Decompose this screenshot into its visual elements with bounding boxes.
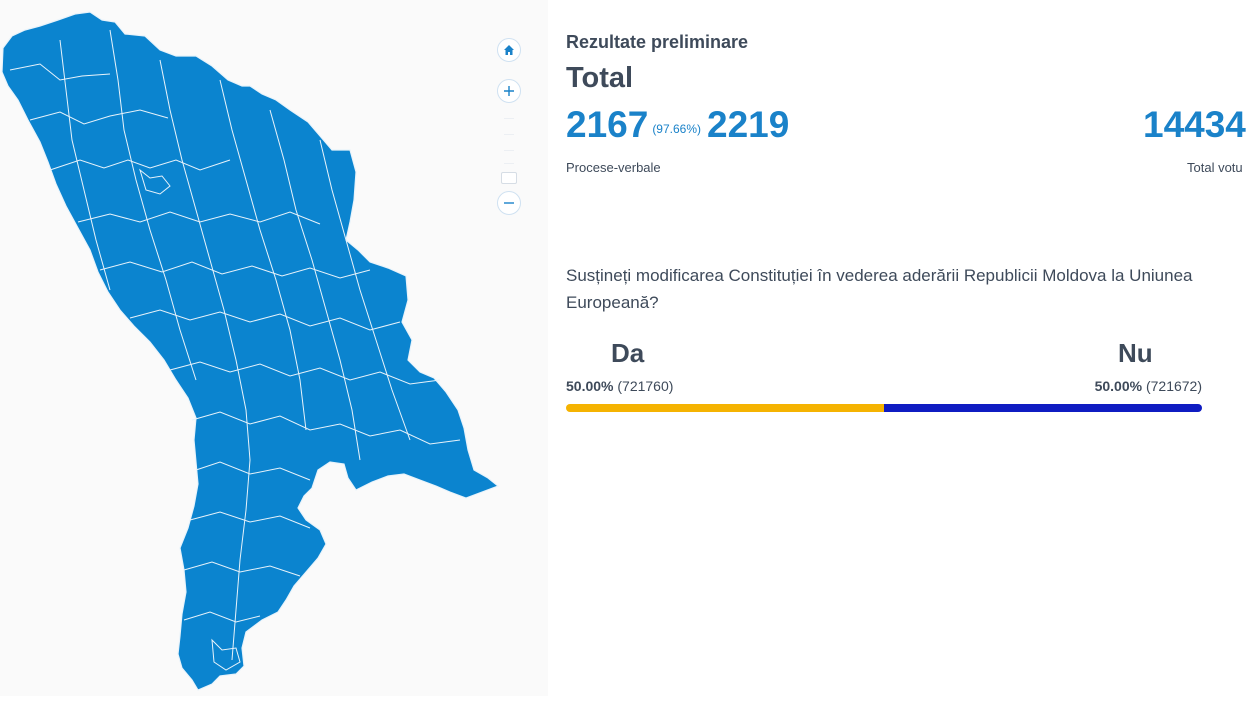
moldova-map[interactable]	[0, 0, 548, 696]
home-icon	[504, 45, 514, 55]
option-da-votes: (721760)	[617, 378, 674, 394]
zoom-slider-handle[interactable]	[501, 172, 517, 184]
results-bar-da	[566, 404, 884, 412]
option-nu-votes: (721672)	[1145, 378, 1202, 394]
total-votes-count: 14434	[1143, 104, 1246, 145]
option-da-result: 50.00% (721760)	[566, 378, 673, 394]
option-nu-percent: 50.00%	[1094, 378, 1143, 394]
zoom-in-button[interactable]	[497, 79, 521, 103]
processed-count: 2167	[566, 104, 649, 145]
processed-percent: (97.66%)	[652, 122, 702, 136]
zoom-track-tick	[504, 150, 514, 151]
plus-icon	[504, 86, 514, 96]
zoom-track-tick	[504, 134, 514, 135]
zoom-track-tick	[504, 118, 514, 119]
total-processes-count: 2219	[707, 104, 790, 145]
country-shape[interactable]	[1, 11, 500, 691]
district-boundaries	[9, 29, 461, 671]
processes-stats: 2167 (97.66%) 2219	[566, 104, 789, 146]
results-bar	[566, 404, 1202, 412]
results-bar-nu	[884, 404, 1202, 412]
option-da-label: Da	[611, 338, 645, 368]
option-da-percent: 50.00%	[566, 378, 614, 394]
zoom-track-tick	[504, 163, 514, 164]
results-title: Total	[566, 62, 634, 94]
option-nu-result: 50.00% (721672)	[1095, 378, 1202, 394]
zoom-out-button[interactable]	[497, 191, 521, 215]
total-votes-caption: Total votu	[1187, 160, 1243, 175]
minus-icon	[504, 202, 514, 204]
home-button[interactable]	[497, 38, 521, 62]
referendum-question: Susțineți modificarea Constituției în ve…	[566, 266, 1193, 312]
processes-caption: Procese-verbale	[566, 160, 661, 175]
results-subtitle: Rezultate preliminare	[566, 32, 749, 52]
option-nu-label: Nu	[1118, 338, 1153, 368]
map-panel	[0, 0, 548, 696]
